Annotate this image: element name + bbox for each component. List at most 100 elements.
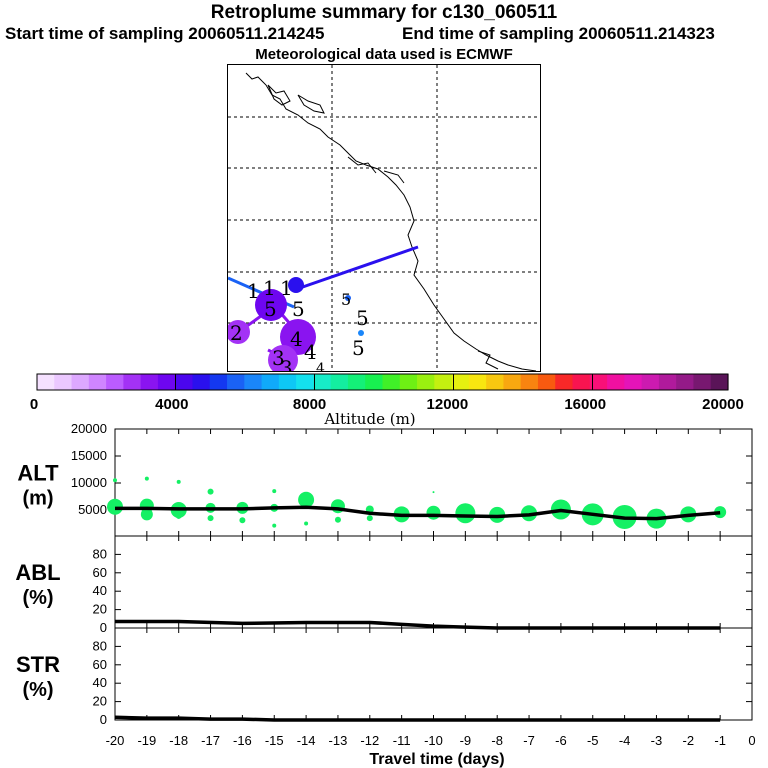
y-tick-label: 0 xyxy=(100,712,107,727)
colorbar-swatch xyxy=(486,374,505,390)
altitude-dot xyxy=(455,503,476,524)
x-tick-label: -4 xyxy=(619,733,631,748)
altitude-dot xyxy=(272,523,277,528)
panel-ylabel-line2: (%) xyxy=(22,679,53,701)
colorbar-swatch xyxy=(278,374,297,390)
trajectory-marker xyxy=(358,330,364,336)
coastline-island xyxy=(267,84,291,106)
colorbar-swatch xyxy=(676,374,695,390)
colorbar-tick-label: 8000 xyxy=(293,396,326,413)
coastline-inlet xyxy=(347,156,377,174)
y-tick-label: 5000 xyxy=(78,502,107,517)
altitude-dot xyxy=(207,488,214,495)
x-tick-label: -17 xyxy=(201,733,220,748)
trajectory-line xyxy=(293,245,419,292)
colorbar-swatch xyxy=(365,374,384,390)
colorbar-title: Altitude (m) xyxy=(323,410,415,428)
x-tick-label: -5 xyxy=(587,733,599,748)
trajectory-labels: 1 1 1 2 3 3 4 4 4 5 5 5 5 5 xyxy=(230,276,369,372)
trajectory-marker xyxy=(345,295,351,301)
trajectory-marker xyxy=(280,319,316,355)
colorbar-swatch xyxy=(192,374,211,390)
altitude-dot xyxy=(426,505,441,520)
x-tick-label: -20 xyxy=(106,733,125,748)
colorbar-swatch xyxy=(209,374,228,390)
colorbar-swatch xyxy=(417,374,435,390)
colorbar-swatch xyxy=(227,374,245,390)
trajectory-label: 5 xyxy=(352,336,365,360)
colorbar-swatch xyxy=(520,374,539,390)
colorbar-swatch xyxy=(347,374,366,390)
panel-str: 0 20 40 60 80 STR(%) xyxy=(16,627,753,727)
altitude-dot xyxy=(144,476,149,481)
colorbar-swatch xyxy=(175,374,194,390)
panel-frame xyxy=(114,627,753,721)
colorbar-swatch xyxy=(710,374,729,390)
colorbar-swatch xyxy=(641,374,660,390)
y-tick-label: 40 xyxy=(93,675,107,690)
panel-ylabel-line1: ALT xyxy=(17,461,59,486)
colorbar-swatch xyxy=(296,374,314,390)
y-tick-label: 10000 xyxy=(71,475,107,490)
x-tick-label: -15 xyxy=(265,733,284,748)
series-line xyxy=(115,505,721,521)
colorbar-swatch xyxy=(624,374,643,390)
colorbar-swatch xyxy=(157,374,176,390)
trajectory-label: 5 xyxy=(264,297,277,321)
map-grid xyxy=(228,65,540,371)
x-tick-label: -9 xyxy=(460,733,472,748)
time-series-panels: 5000100001500020000ALT(m)020406080ABL(%)… xyxy=(15,421,755,768)
retroplume-map: 1 1 1 2 3 3 4 4 4 5 5 5 5 5 xyxy=(227,64,541,372)
trajectory-marker xyxy=(288,277,304,293)
colorbar-swatch xyxy=(572,374,591,390)
coastline-gulf xyxy=(477,350,499,370)
altitude-dots xyxy=(107,476,727,530)
colorbar-frame xyxy=(36,373,729,391)
chart-title: Retroplume summary for c130_060511 xyxy=(210,2,558,23)
colorbar-swatch xyxy=(589,374,608,390)
series-line xyxy=(115,619,721,630)
x-tick-label: 0 xyxy=(748,733,755,748)
colorbar-swatch xyxy=(693,374,712,390)
x-tick-label: -19 xyxy=(137,733,156,748)
panel-alt: 5000 10000 15000 20000 ALT(m) xyxy=(17,421,753,537)
trajectory-label: 4 xyxy=(304,340,317,364)
colorbar-swatch xyxy=(71,374,90,390)
coastline xyxy=(245,72,537,371)
x-tick-label: -10 xyxy=(424,733,443,748)
altitude-dot xyxy=(207,515,214,522)
colorbar-tick-label: 12000 xyxy=(427,396,469,413)
colorbar-swatch xyxy=(313,374,332,390)
altitude-dot xyxy=(304,521,309,526)
coastline-mainland xyxy=(245,72,537,371)
panel-frame xyxy=(114,535,753,629)
trajectory-label: 2 xyxy=(230,321,243,345)
y-tick-label: 60 xyxy=(93,657,107,672)
colorbar-swatch xyxy=(607,374,625,390)
x-tick-label: -6 xyxy=(555,733,567,748)
trajectory-label: 1 xyxy=(263,276,276,300)
sampling-start-time: Start time of sampling 20060511.214245 xyxy=(5,24,325,43)
trajectory-label: 3 xyxy=(272,346,285,370)
x-tick-label: -3 xyxy=(651,733,663,748)
y-tick-label: 40 xyxy=(93,583,107,598)
panel-abl: 0 20 40 60 80 ABL(%) xyxy=(15,535,753,635)
trajectory-label: 4 xyxy=(316,361,325,372)
colorbar-swatch xyxy=(330,374,349,390)
altitude-dot xyxy=(432,491,435,494)
y-tick-label: 80 xyxy=(93,638,107,653)
colorbar-swatch xyxy=(54,374,73,390)
colorbar-swatch xyxy=(399,374,418,390)
colorbar-swatch xyxy=(140,374,159,390)
panel-ylabel-line1: STR xyxy=(16,652,60,677)
y-tick-label: 20 xyxy=(93,602,107,617)
trajectory-label: 5 xyxy=(341,290,351,309)
altitude-dot xyxy=(176,479,181,484)
meteorological-data-note: Meteorological data used is ECMWF xyxy=(255,46,513,63)
x-axis-label: Travel time (days) xyxy=(369,751,504,768)
altitude-colorbar: 0 4000 8000 12000 16000 20000 Altitude (m) xyxy=(30,373,744,428)
colorbar-swatch xyxy=(555,374,574,390)
panel-ylabel-line1: ABL xyxy=(15,560,60,585)
trajectory-label: 1 xyxy=(247,279,260,303)
panel-ylabel-line2: (%) xyxy=(22,587,53,609)
